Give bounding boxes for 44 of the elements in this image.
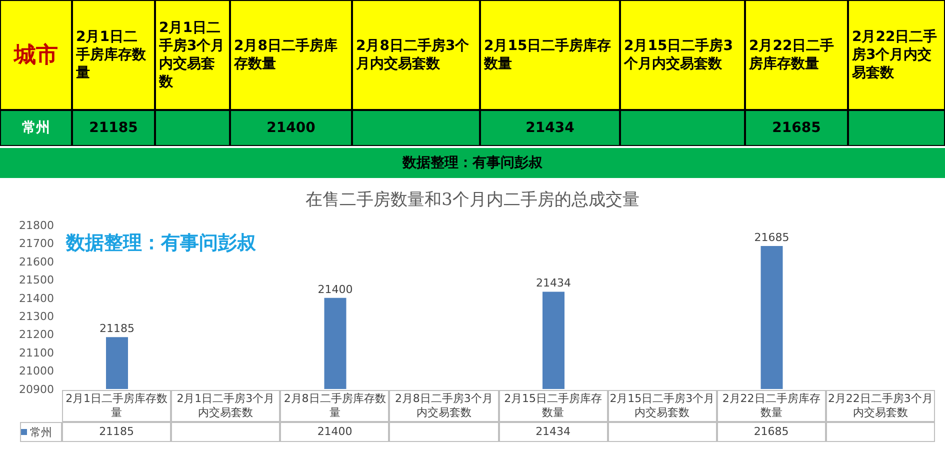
data-label: 21400: [230, 110, 352, 146]
annotation: 数据整理：有事问彭叔: [66, 231, 256, 256]
category-label: 2月1日二手房库存数量: [76, 29, 146, 81]
x-tick-label: 2月22日二手房3个月内交易套数: [826, 390, 935, 422]
x-tick-label: 2月8日二手房库存数量: [280, 390, 390, 422]
text: 城市: [0, 0, 72, 110]
category-label: 2月22日二手房3个月内交易套数: [852, 29, 938, 81]
x-tick-label: 2月8日二手房3个月内交易套数: [389, 390, 498, 422]
x-tick-label: 2月1日二手房3个月内交易套数: [171, 390, 280, 422]
x-tick-label: 2月22日二手房库存数量: [716, 390, 826, 422]
data-label: 21185: [72, 110, 155, 146]
category-label: 2月8日二手房3个月内交易套数: [356, 38, 470, 72]
category-label: 2月8日二手房库存数量: [234, 38, 338, 72]
x-tick-label: 2月1日二手房库存数量: [62, 390, 172, 422]
text: 21400: [317, 425, 352, 438]
text: 21434: [536, 425, 571, 438]
category-label: 2月22日二手房库存数量: [749, 38, 834, 72]
y-tick-label: 21300: [19, 310, 54, 324]
y-tick-label: 21500: [19, 274, 54, 287]
chart-title: 在售二手房数量和3个月内二手房的总成交量: [304, 189, 640, 211]
x-tick-label: 2月15日二手房3个月内交易套数: [608, 390, 717, 422]
data-label: 21685: [745, 110, 848, 146]
text: 21685: [754, 425, 789, 438]
text: 21185: [99, 425, 134, 438]
x-tick-label: 2月15日二手房库存数量: [498, 390, 608, 422]
legend-label: 常州: [20, 422, 62, 442]
text: 21685: [754, 230, 790, 244]
text: 21434: [536, 276, 571, 290]
category-label: 2月1日二手房3个月内交易套数: [159, 20, 225, 90]
y-tick-label: 21800: [19, 218, 54, 232]
text: 21185: [100, 322, 134, 336]
y-tick-label: 21600: [19, 255, 54, 268]
y-tick-label: 20900: [19, 382, 54, 396]
y-tick-label: 21400: [19, 292, 54, 305]
category-label: 2月15日二手房库存数量: [484, 38, 612, 72]
y-tick-label: 21200: [19, 328, 54, 342]
y-tick-label: 21700: [19, 237, 54, 250]
text: 数据整理：有事问彭叔: [0, 148, 945, 178]
y-tick-label: 21100: [19, 346, 54, 360]
text: 常州: [22, 120, 50, 136]
data-label: 21434: [480, 110, 620, 146]
category-label: 2月15日二手房3个月内交易套数: [624, 38, 733, 72]
text: 21400: [318, 282, 353, 296]
y-tick-label: 21000: [19, 364, 54, 378]
